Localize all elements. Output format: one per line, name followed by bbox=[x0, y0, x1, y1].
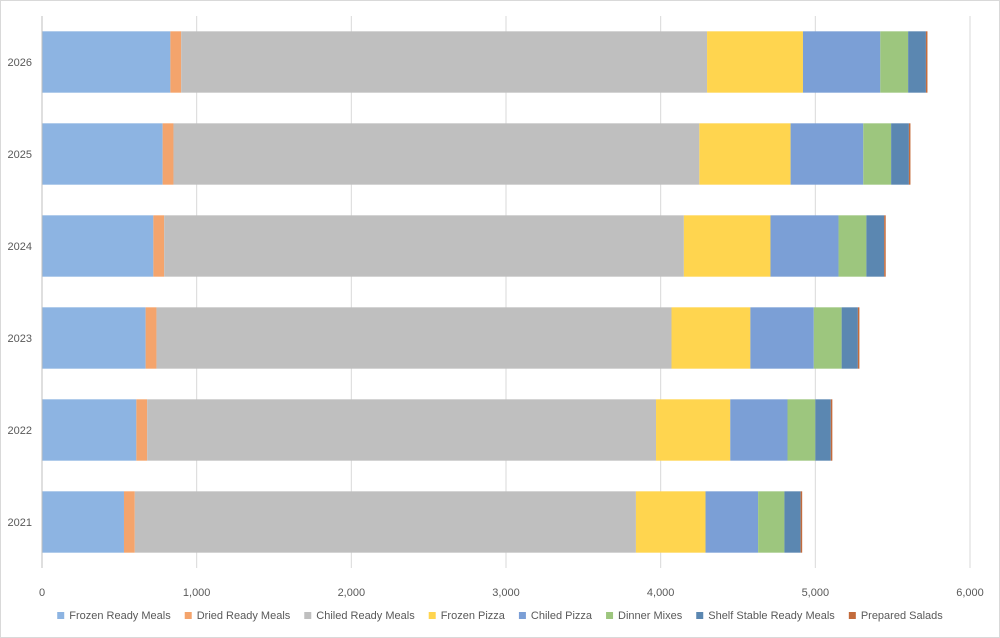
bar-segment bbox=[181, 31, 708, 93]
bar-segment bbox=[147, 399, 657, 461]
legend-label: Frozen Ready Meals bbox=[69, 610, 171, 622]
bar-segment bbox=[790, 123, 864, 185]
bar-segment bbox=[42, 399, 137, 461]
x-tick-label: 5,000 bbox=[802, 587, 830, 599]
bar-segment bbox=[134, 491, 636, 553]
x-tick-label: 3,000 bbox=[492, 587, 520, 599]
y-tick-label: 2025 bbox=[8, 149, 32, 161]
bar-segment bbox=[802, 31, 881, 93]
gridlines bbox=[196, 16, 971, 568]
bar-segment bbox=[42, 123, 163, 185]
y-tick-label: 2026 bbox=[8, 57, 32, 69]
legend-swatch bbox=[518, 612, 526, 619]
bar-segment bbox=[857, 307, 860, 369]
bar-segment bbox=[800, 491, 803, 553]
bar-segment bbox=[925, 31, 928, 93]
x-tick-label: 4,000 bbox=[647, 587, 675, 599]
bar-segment bbox=[42, 491, 124, 553]
bar-segment bbox=[123, 491, 135, 553]
y-tick-label: 2022 bbox=[8, 425, 32, 437]
bar-segment bbox=[42, 215, 154, 277]
bar-segment bbox=[784, 491, 801, 553]
bar-segment bbox=[671, 307, 751, 369]
bar-segment bbox=[891, 123, 909, 185]
x-tick-label: 0 bbox=[39, 587, 45, 599]
bar-segment bbox=[838, 215, 867, 277]
legend-swatch bbox=[184, 612, 192, 619]
y-tick-label: 2024 bbox=[8, 241, 32, 253]
bar-segment bbox=[705, 491, 759, 553]
bar-segment bbox=[707, 31, 803, 93]
legend-label: Chiled Ready Meals bbox=[316, 610, 415, 622]
legend-label: Shelf Stable Ready Meals bbox=[708, 610, 835, 622]
bar-segment bbox=[841, 307, 858, 369]
legend-swatch bbox=[428, 612, 436, 619]
bar-segment bbox=[156, 307, 672, 369]
bar-segment bbox=[787, 399, 816, 461]
bar-segment bbox=[162, 123, 174, 185]
bar-segment bbox=[750, 307, 814, 369]
y-tick-label: 2021 bbox=[8, 517, 32, 529]
bar-segment bbox=[813, 307, 842, 369]
legend-label: Prepared Salads bbox=[861, 610, 943, 622]
bar-segment bbox=[683, 215, 771, 277]
legend-swatch bbox=[606, 612, 614, 619]
bar-segment bbox=[635, 491, 706, 553]
bar-segment bbox=[656, 399, 731, 461]
bar-segment bbox=[908, 31, 926, 93]
bars bbox=[42, 31, 928, 553]
bar-segment bbox=[173, 123, 700, 185]
legend-swatch bbox=[848, 612, 856, 619]
bar-segment bbox=[42, 307, 146, 369]
legend-swatch bbox=[57, 612, 65, 619]
legend: Frozen Ready Meals Dried Ready Meals Chile… bbox=[57, 610, 943, 622]
bar-segment bbox=[42, 31, 171, 93]
bar-segment bbox=[880, 31, 909, 93]
bar-segment bbox=[730, 399, 788, 461]
x-tick-label: 2,000 bbox=[338, 587, 366, 599]
y-tick-label: 2023 bbox=[8, 333, 32, 345]
bar-segment bbox=[145, 307, 157, 369]
legend-swatch bbox=[304, 612, 312, 619]
bar-segment bbox=[153, 215, 165, 277]
x-tick-label: 1,000 bbox=[183, 587, 211, 599]
legend-label: Chiled Pizza bbox=[531, 610, 593, 622]
legend-label: Frozen Pizza bbox=[441, 610, 506, 622]
bar-segment bbox=[170, 31, 182, 93]
bar-segment bbox=[758, 491, 785, 553]
legend-swatch bbox=[696, 612, 704, 619]
bar-segment bbox=[908, 123, 911, 185]
bar-segment bbox=[863, 123, 892, 185]
bar-segment bbox=[884, 215, 886, 277]
bar-segment bbox=[164, 215, 684, 277]
bar-segment bbox=[770, 215, 839, 277]
bar-segment bbox=[830, 399, 833, 461]
legend-label: Dried Ready Meals bbox=[197, 610, 291, 622]
axes: 0 1,000 2,000 3,000 4,000 5,000 6,000 2026 2025 2… bbox=[8, 16, 984, 599]
bar-segment bbox=[815, 399, 831, 461]
bar-segment bbox=[866, 215, 885, 277]
x-tick-label: 6,000 bbox=[956, 587, 984, 599]
legend-label: Dinner Mixes bbox=[618, 610, 683, 622]
bar-segment bbox=[136, 399, 148, 461]
bar-segment bbox=[699, 123, 791, 185]
